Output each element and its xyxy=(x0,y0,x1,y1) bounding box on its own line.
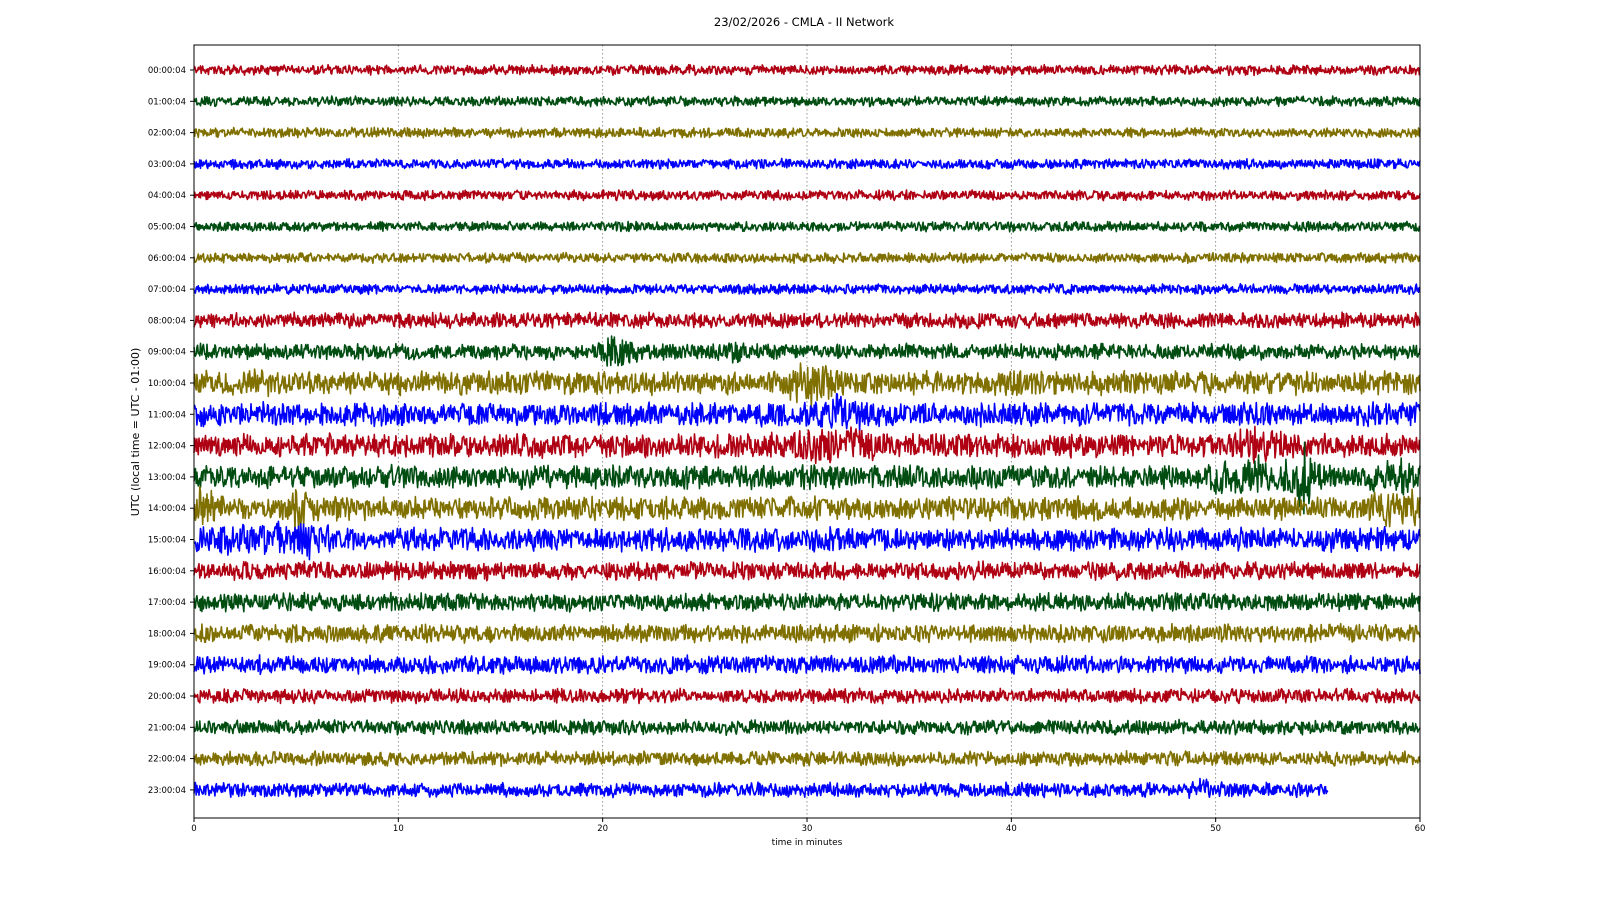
trace-row-000004 xyxy=(193,63,1421,77)
trace-row-090004 xyxy=(193,335,1421,367)
seismic-traces xyxy=(193,63,1421,799)
x-axis-ticks: 0 10 20 30 40 50 60 xyxy=(191,818,1425,834)
y-tick-label: 17:00:04 xyxy=(148,598,186,608)
trace-row-050004 xyxy=(193,220,1421,233)
y-tick-label: 23:00:04 xyxy=(148,786,186,796)
trace-row-040004 xyxy=(193,189,1421,202)
trace-row-020004 xyxy=(193,126,1421,139)
y-tick-label: 02:00:04 xyxy=(148,129,186,139)
trace-row-230004 xyxy=(193,777,1329,799)
trace-row-210004 xyxy=(193,718,1421,736)
chart-title: 23/02/2026 - CMLA - II Network xyxy=(714,15,894,29)
y-tick-label: 21:00:04 xyxy=(148,723,186,733)
y-tick-label: 16:00:04 xyxy=(148,567,186,577)
y-tick-label: 10:00:04 xyxy=(148,379,186,389)
x-tick-label: 60 xyxy=(1415,824,1426,834)
trace-row-170004 xyxy=(193,591,1421,613)
y-tick-label: 12:00:04 xyxy=(148,442,186,452)
trace-row-190004 xyxy=(193,654,1421,676)
y-tick-label: 13:00:04 xyxy=(148,473,186,483)
y-tick-label: 14:00:04 xyxy=(148,504,186,514)
trace-row-200004 xyxy=(193,687,1421,705)
x-tick-label: 40 xyxy=(1006,824,1017,834)
x-tick-label: 20 xyxy=(597,824,608,834)
y-tick-label: 03:00:04 xyxy=(148,160,186,170)
trace-row-100004 xyxy=(193,362,1421,408)
y-tick-label: 18:00:04 xyxy=(148,629,186,639)
y-tick-label: 15:00:04 xyxy=(148,536,186,546)
trace-row-120004 xyxy=(193,425,1421,465)
trace-row-110004 xyxy=(193,392,1421,432)
y-tick-label: 19:00:04 xyxy=(148,661,186,671)
trace-row-080004 xyxy=(193,311,1421,330)
trace-row-140004 xyxy=(193,486,1421,532)
y-tick-label: 05:00:04 xyxy=(148,223,186,233)
y-tick-label: 04:00:04 xyxy=(148,191,186,201)
y-tick-label: 09:00:04 xyxy=(148,348,186,358)
trace-row-180004 xyxy=(193,622,1421,644)
y-tick-label: 11:00:04 xyxy=(148,410,186,420)
y-tick-label: 08:00:04 xyxy=(148,316,186,326)
x-tick-label: 50 xyxy=(1210,824,1221,834)
trace-row-030004 xyxy=(193,157,1421,170)
y-tick-label: 22:00:04 xyxy=(148,755,186,765)
x-tick-label: 0 xyxy=(191,824,196,834)
grid-lines xyxy=(397,45,1217,818)
y-tick-label: 01:00:04 xyxy=(148,97,186,107)
y-tick-label: 00:00:04 xyxy=(148,66,186,76)
trace-row-160004 xyxy=(193,560,1421,582)
trace-row-220004 xyxy=(193,750,1421,768)
y-tick-label: 06:00:04 xyxy=(148,254,186,264)
trace-row-130004 xyxy=(193,441,1421,515)
y-tick-label: 07:00:04 xyxy=(148,285,186,295)
trace-row-070004 xyxy=(193,283,1421,296)
trace-row-060004 xyxy=(193,251,1421,264)
x-tick-label: 30 xyxy=(802,824,813,834)
x-tick-label: 10 xyxy=(393,824,404,834)
trace-row-150004 xyxy=(193,520,1421,561)
y-axis-label: UTC (local time = UTC - 01:00) xyxy=(129,348,142,517)
y-tick-label: 20:00:04 xyxy=(148,692,186,702)
trace-row-010004 xyxy=(193,95,1421,108)
x-axis-label: time in minutes xyxy=(772,838,843,848)
y-axis-ticks: 00:00:04 01:00:04 02:00:04 03:00:04 04:00:04… xyxy=(148,66,194,796)
